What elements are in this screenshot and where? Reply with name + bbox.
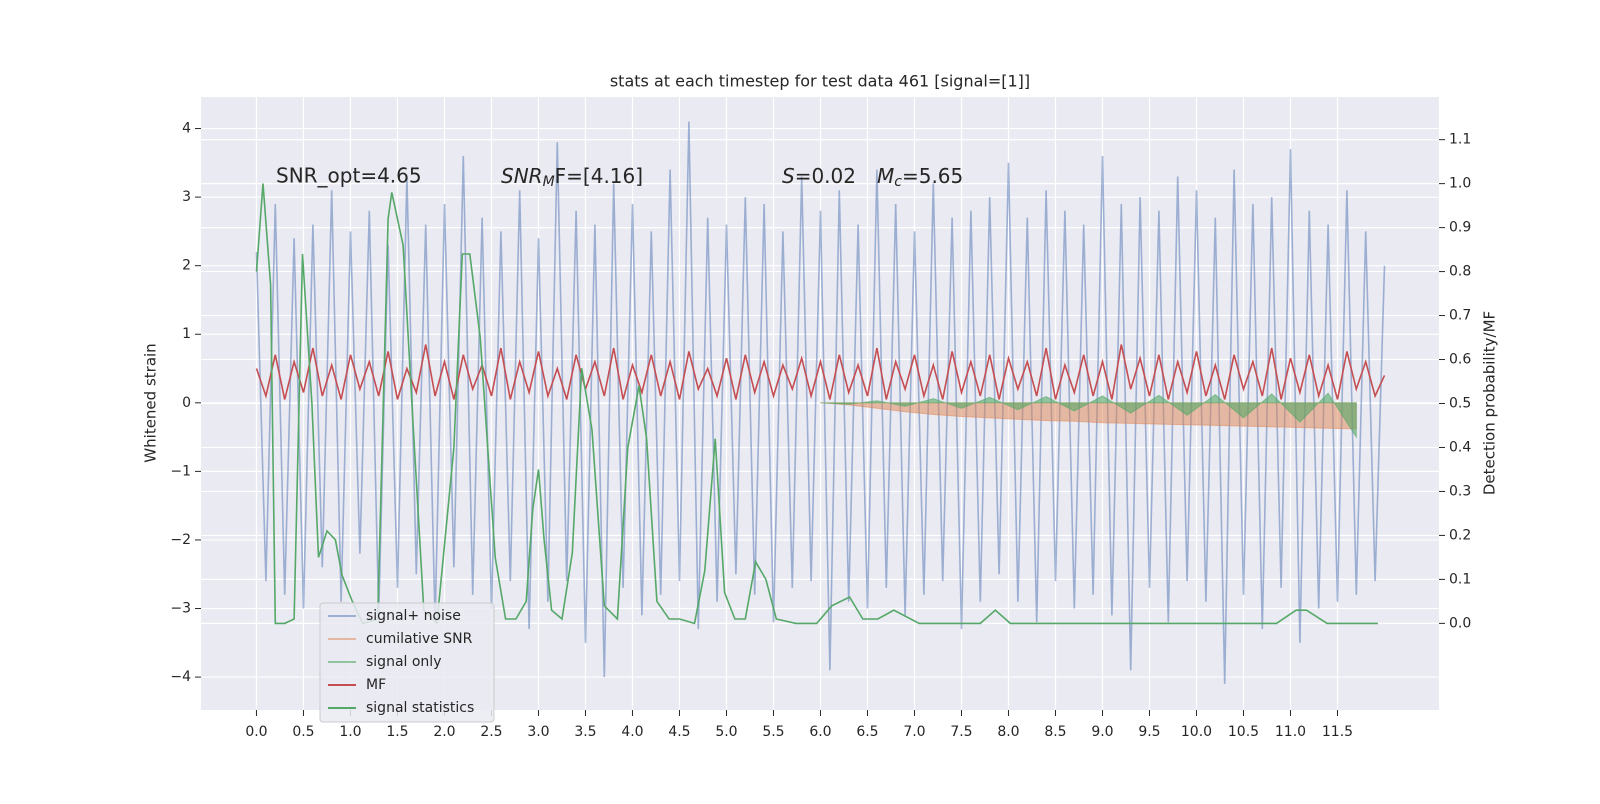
x-tick-label: 10.0 <box>1181 724 1212 740</box>
x-tick-label: 11.0 <box>1275 724 1306 740</box>
x-tick-label: 3.5 <box>574 724 596 740</box>
y-tick-label: −3 <box>170 601 191 617</box>
line <box>255 121 1386 684</box>
y2-tick-label: 1.1 <box>1449 132 1471 148</box>
annotation-sub: M <box>543 174 555 190</box>
y-tick-label: 0 <box>182 395 191 411</box>
y2-tick-label: 0.3 <box>1449 483 1471 499</box>
x-tick-label: 6.0 <box>809 724 831 740</box>
annotation: S=0.02 <box>782 164 856 188</box>
x-tick-label: 7.0 <box>903 724 925 740</box>
x-tick-label: 2.0 <box>433 724 455 740</box>
x-tick-label: 9.0 <box>1091 724 1113 740</box>
x-tick-label: 1.0 <box>339 724 361 740</box>
legend-label: cumilative SNR <box>366 631 473 647</box>
y-axis-label: Whitened strain <box>142 343 160 462</box>
area <box>820 392 1357 439</box>
x-tick-label: 10.5 <box>1228 724 1259 740</box>
y2-tick-label: 0.2 <box>1449 527 1471 543</box>
y2-axis-label: Detection probability/MF <box>1481 311 1499 495</box>
y-tick-label: 1 <box>182 326 191 342</box>
y2-tick-label: 1.0 <box>1449 176 1471 192</box>
x-tick-label: 4.5 <box>668 724 690 740</box>
annotation-part: M <box>877 164 894 188</box>
legend-label: signal+ noise <box>366 608 461 624</box>
chart-title: stats at each timestep for test data 461… <box>610 72 1030 91</box>
y-tick-label: 4 <box>182 121 191 137</box>
x-tick-label: 0.0 <box>245 724 267 740</box>
y2-tick-label: 0.1 <box>1449 571 1471 587</box>
annotation-part: =5.65 <box>902 164 963 188</box>
legend-label: MF <box>366 677 386 693</box>
x-tick-label: 11.5 <box>1322 724 1353 740</box>
line <box>255 344 1386 400</box>
x-tick-label: 4.0 <box>621 724 643 740</box>
legend-box <box>319 602 495 723</box>
y-tick-label: −1 <box>170 463 191 479</box>
x-tick-label: 9.5 <box>1138 724 1160 740</box>
annotation-part: F=[4.16] <box>555 164 643 188</box>
annotation: SNR_opt=4.65 <box>276 164 422 188</box>
legend-label: signal only <box>366 654 441 670</box>
y2-tick-label: 0.8 <box>1449 264 1471 280</box>
annotation-sub: c <box>894 174 902 190</box>
y-tick-label: −2 <box>170 532 191 548</box>
annotation-part: SNR <box>501 164 543 188</box>
y2-tick-label: 0.6 <box>1449 352 1471 368</box>
x-tick-label: 1.5 <box>386 724 408 740</box>
line <box>255 183 1378 626</box>
x-tick-label: 6.5 <box>856 724 878 740</box>
y-tick-label: 2 <box>182 258 191 274</box>
y2-tick-label: 0.4 <box>1449 439 1471 455</box>
x-tick-label: 8.0 <box>997 724 1019 740</box>
y2-tick-label: 0.7 <box>1449 308 1471 324</box>
y-tick-label: −4 <box>170 669 191 685</box>
x-tick-label: 0.5 <box>292 724 314 740</box>
y2-tick-label: 0.0 <box>1449 615 1471 631</box>
x-tick-label: 7.5 <box>950 724 972 740</box>
y2-tick-label: 0.9 <box>1449 220 1471 236</box>
y2-tick-label: 0.5 <box>1449 396 1471 412</box>
annotation: SNRMF=[4.16] <box>501 164 643 191</box>
legend-label: signal statistics <box>366 700 474 716</box>
x-tick-label: 3.0 <box>527 724 549 740</box>
y-tick-label: 3 <box>182 189 191 205</box>
x-tick-label: 5.5 <box>762 724 784 740</box>
annotation-part: S <box>782 164 795 188</box>
area <box>820 402 1357 430</box>
x-tick-label: 5.0 <box>715 724 737 740</box>
x-tick-label: 8.5 <box>1044 724 1066 740</box>
annotation-part: =0.02 <box>795 164 856 188</box>
annotation: Mc=5.65 <box>877 164 963 191</box>
x-tick-label: 2.5 <box>480 724 502 740</box>
